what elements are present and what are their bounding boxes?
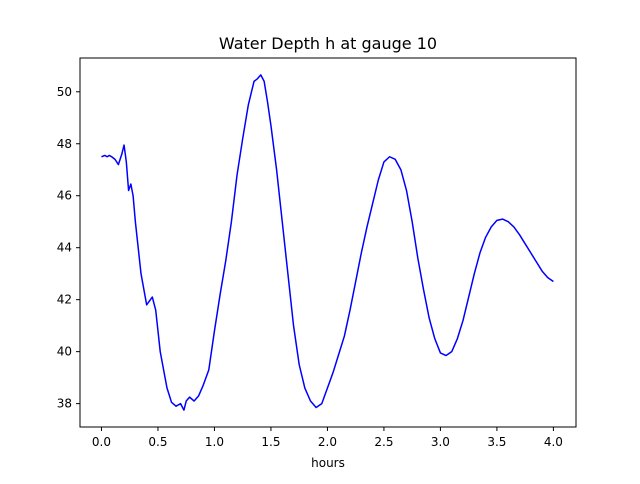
x-tick-label: 1.5 <box>261 435 280 449</box>
chart-title: Water Depth h at gauge 10 <box>219 34 437 53</box>
x-axis-label: hours <box>311 456 345 470</box>
x-tick-label: 1.0 <box>205 435 224 449</box>
x-tick-label: 0.0 <box>92 435 111 449</box>
x-tick-label: 3.0 <box>431 435 450 449</box>
x-tick-label: 3.5 <box>487 435 506 449</box>
y-tick-label: 44 <box>57 241 72 255</box>
y-tick-label: 42 <box>57 293 72 307</box>
plot-area: 0.0 0.5 1.0 1.5 2.0 2.5 3.0 3.5 4.0 38 40 42 44 46 48 5… <box>57 57 577 449</box>
axes-frame <box>79 57 577 428</box>
y-tick-label: 38 <box>57 397 72 411</box>
series-line-0 <box>101 74 554 411</box>
y-tick-label: 46 <box>57 189 72 203</box>
x-tick-label: 4.0 <box>544 435 563 449</box>
x-tick-label: 2.5 <box>374 435 393 449</box>
y-tick-label: 48 <box>57 137 72 151</box>
x-tick-label: 0.5 <box>148 435 167 449</box>
x-tick-label: 2.0 <box>318 435 337 449</box>
y-tick-label: 50 <box>57 85 72 99</box>
y-tick-label: 40 <box>57 345 72 359</box>
